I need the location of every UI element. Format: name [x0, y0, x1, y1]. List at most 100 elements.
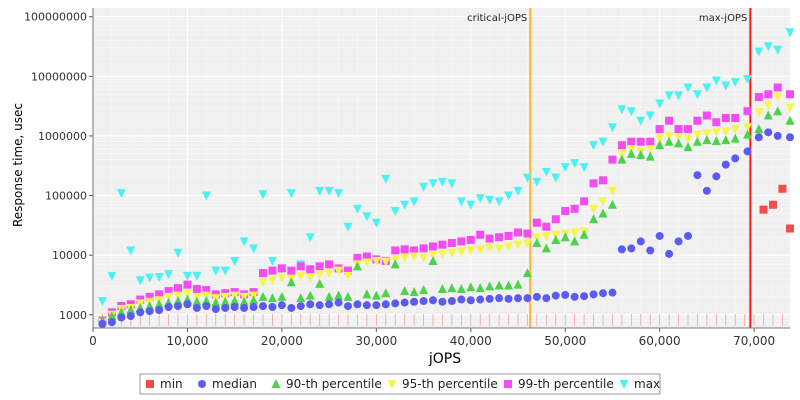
data-point [315, 278, 325, 288]
data-point [626, 148, 636, 158]
data-point [551, 173, 561, 183]
data-point [589, 179, 598, 188]
data-point [315, 186, 325, 196]
data-point [763, 101, 773, 111]
data-point [711, 128, 721, 138]
data-point [324, 186, 334, 196]
data-point [221, 303, 230, 312]
data-point [296, 293, 306, 303]
data-point [277, 273, 287, 283]
data-point [362, 212, 372, 222]
data-point [504, 191, 514, 201]
data-point [551, 234, 561, 244]
data-point [429, 242, 437, 251]
data-point [192, 303, 201, 312]
data-point [645, 151, 655, 161]
data-point [466, 200, 476, 210]
data-point [174, 284, 182, 293]
data-point [475, 194, 485, 204]
data-point [249, 295, 259, 305]
data-point [692, 136, 702, 146]
data-point [475, 245, 485, 255]
data-point [419, 253, 429, 263]
data-point [655, 134, 665, 144]
data-point [495, 294, 504, 303]
data-point [608, 288, 617, 297]
data-point [457, 237, 466, 246]
data-point [599, 289, 607, 298]
data-point [580, 292, 589, 301]
data-point [362, 258, 372, 268]
data-point [589, 204, 599, 214]
data-point [542, 294, 551, 303]
data-point [220, 296, 230, 306]
data-point [773, 45, 783, 55]
data-point [286, 277, 296, 287]
data-point [778, 184, 787, 193]
data-point [126, 305, 136, 315]
data-point [371, 256, 381, 266]
x-tick-label: 30,000 [355, 334, 397, 348]
data-point [267, 256, 277, 266]
data-point [476, 230, 485, 239]
data-point [145, 273, 155, 283]
data-point [429, 296, 437, 305]
data-point [541, 231, 551, 241]
data-point [400, 298, 409, 307]
data-point [324, 269, 334, 279]
data-point [692, 90, 702, 100]
data-point [485, 234, 494, 243]
data-point [352, 261, 362, 271]
data-point [145, 292, 154, 301]
legend-label: median [212, 377, 257, 391]
data-point [645, 111, 655, 121]
data-point [579, 163, 589, 173]
data-point [743, 107, 752, 116]
data-point [258, 278, 268, 288]
data-point [523, 294, 532, 303]
data-point [655, 125, 664, 134]
x-tick-label: 50,000 [544, 334, 586, 348]
data-point [646, 137, 655, 146]
data-point [456, 284, 466, 294]
data-point [182, 271, 192, 281]
series-max [97, 28, 795, 307]
data-point [371, 290, 381, 300]
data-point [183, 300, 192, 309]
data-point [664, 136, 674, 146]
data-point [759, 205, 768, 214]
data-point [617, 105, 627, 115]
data-point [334, 290, 344, 300]
data-point [551, 291, 560, 300]
data-point [258, 291, 268, 301]
data-point [343, 222, 353, 232]
data-point [589, 141, 599, 151]
data-point [494, 197, 504, 207]
data-point [315, 270, 325, 280]
data-point [126, 246, 136, 256]
data-point [712, 118, 721, 127]
data-point [192, 285, 201, 294]
data-point [560, 163, 570, 173]
y-tick-label: 10000000 [31, 70, 87, 83]
y-tick-label: 100000 [45, 190, 87, 203]
data-point [428, 251, 438, 261]
data-point [334, 298, 343, 307]
data-point [230, 303, 239, 312]
data-point [664, 91, 674, 101]
data-point [419, 182, 429, 192]
data-point [192, 296, 202, 306]
data-point [116, 307, 126, 317]
y-tick-label: 1000 [59, 309, 87, 322]
y-tick-label: 100000000 [24, 11, 87, 24]
data-point [315, 262, 324, 271]
data-point [532, 177, 542, 187]
data-point [607, 123, 617, 133]
data-point [773, 106, 783, 116]
data-point [145, 301, 155, 311]
data-point [476, 295, 485, 304]
data-point [155, 306, 164, 315]
data-point [126, 312, 135, 321]
data-point [277, 264, 286, 273]
data-point [627, 244, 636, 253]
